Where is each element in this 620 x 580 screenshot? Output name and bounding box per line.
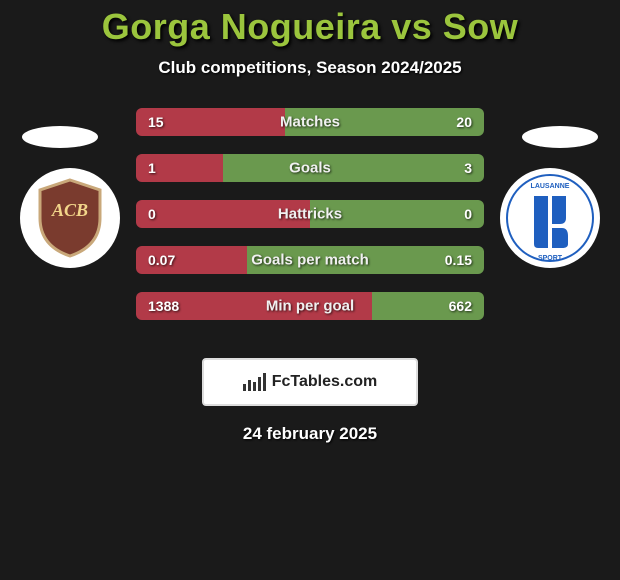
stat-bar-left	[136, 108, 285, 136]
stat-row-bg	[136, 154, 484, 182]
bar-chart-icon	[243, 373, 266, 391]
stat-row-bg	[136, 108, 484, 136]
badge-top-text: LAUSANNE	[531, 183, 570, 190]
shield-icon: ACB	[26, 174, 114, 262]
chart-area: ACB LAUSANNE SPORT Matches1520 Goals13 Hat…	[0, 108, 620, 338]
subtitle: Club competitions, Season 2024/2025	[0, 58, 620, 78]
stat-bar-left	[136, 154, 223, 182]
player-ellipse-left	[22, 126, 98, 148]
ls-badge-icon: LAUSANNE SPORT	[504, 172, 596, 264]
stat-bar-right	[223, 154, 484, 182]
player-ellipse-right	[522, 126, 598, 148]
club-badge-right: LAUSANNE SPORT	[500, 168, 600, 268]
stat-bar-left	[136, 200, 310, 228]
page-title: Gorga Nogueira vs Sow	[0, 6, 620, 48]
stat-row: Goals13	[136, 154, 484, 182]
ls-bar-1	[534, 196, 548, 248]
date-text: 24 february 2025	[0, 424, 620, 444]
comparison-infographic: Gorga Nogueira vs Sow Club competitions,…	[0, 0, 620, 580]
stat-row-bg	[136, 246, 484, 274]
stat-rows: Matches1520 Goals13 Hattricks00 Goals per m…	[136, 108, 484, 320]
stat-row: Min per goal1388662	[136, 292, 484, 320]
stat-bar-right	[310, 200, 484, 228]
stat-row: Goals per match0.070.15	[136, 246, 484, 274]
stat-bar-left	[136, 246, 247, 274]
stat-row-bg	[136, 292, 484, 320]
stat-bar-right	[247, 246, 484, 274]
shield-letters: ACB	[51, 200, 88, 220]
stat-row: Hattricks00	[136, 200, 484, 228]
stat-bar-right	[285, 108, 484, 136]
brand-text: FcTables.com	[272, 373, 378, 391]
club-badge-left: ACB	[20, 168, 120, 268]
badge-bottom-text: SPORT	[538, 255, 563, 262]
stat-bar-right	[372, 292, 484, 320]
stat-row-bg	[136, 200, 484, 228]
stat-bar-left	[136, 292, 372, 320]
stat-row: Matches1520	[136, 108, 484, 136]
brand-box: FcTables.com	[202, 358, 418, 406]
